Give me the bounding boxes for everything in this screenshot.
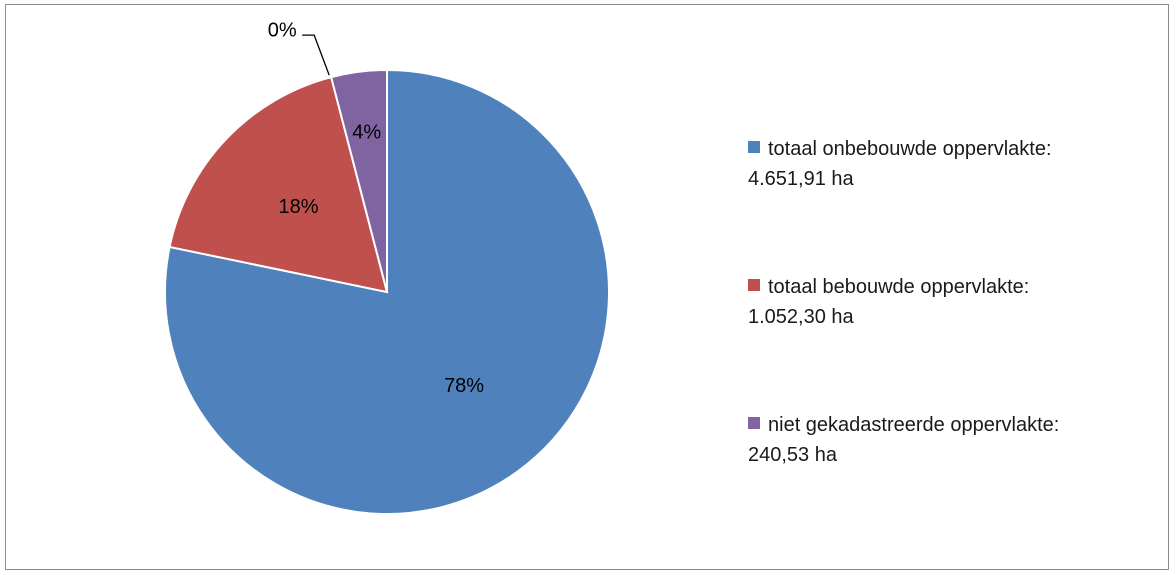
legend-swatch-built (748, 279, 760, 291)
pie-slice-built (168, 75, 389, 294)
legend-value-unbuilt: 4.651,91 ha (748, 168, 854, 190)
slice-label-zero: 0% (268, 19, 297, 41)
leader-line-zero (302, 34, 330, 76)
legend-value-built: 1.052,30 ha (748, 306, 854, 328)
pie-slice-uncadastred (329, 68, 388, 293)
legend-swatch-uncadastred (748, 417, 760, 429)
chart-legend: totaal onbebouwde oppervlakte: 4.651,91 … (748, 134, 1158, 548)
slice-label-built: 18% (279, 196, 319, 218)
legend-swatch-unbuilt (748, 141, 760, 153)
legend-label-uncadastred: niet gekadastreerde oppervlakte: (768, 414, 1060, 436)
slice-label-unbuilt: 78% (444, 375, 484, 397)
slice-label-uncadastred: 4% (352, 122, 381, 144)
legend-label-built: totaal bebouwde oppervlakte: (768, 276, 1030, 298)
legend-item-unbuilt: totaal onbebouwde oppervlakte: 4.651,91 … (748, 134, 1158, 272)
legend-value-uncadastred: 240,53 ha (748, 444, 837, 466)
legend-item-built: totaal bebouwde oppervlakte: 1.052,30 ha (748, 272, 1158, 410)
legend-label-unbuilt: totaal onbebouwde oppervlakte: (768, 138, 1052, 160)
legend-item-uncadastred: niet gekadastreerde oppervlakte: 240,53 … (748, 410, 1158, 548)
